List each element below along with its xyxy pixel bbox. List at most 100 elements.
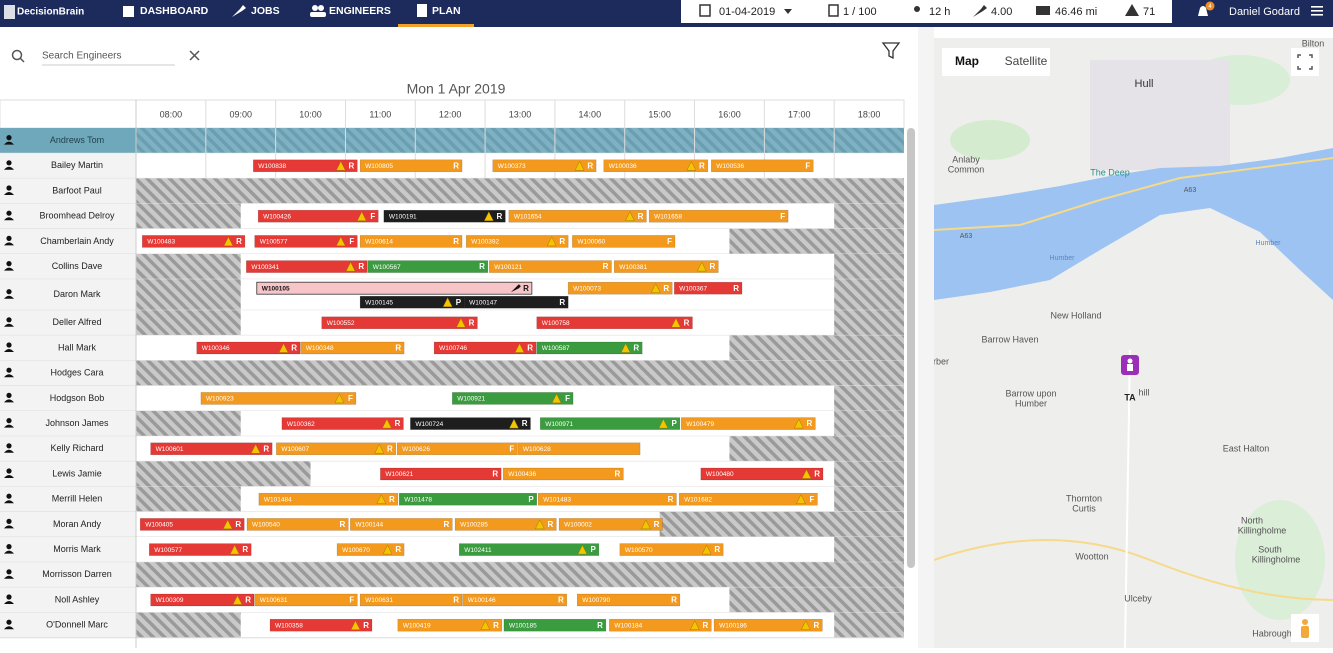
toolbar-date[interactable]: 01-04-2019 [719,6,775,18]
job-bar[interactable] [609,618,712,632]
job-bar[interactable] [577,593,681,607]
job-bar[interactable] [396,442,518,456]
filter-button[interactable] [881,42,901,60]
job-bar[interactable] [254,593,358,607]
job-bar[interactable] [254,235,358,248]
job-bar[interactable] [454,518,557,531]
job-bar[interactable] [558,518,663,531]
job-bar[interactable] [619,543,724,556]
job-bar[interactable] [539,417,681,430]
dropdown-arrow[interactable] [784,9,792,14]
job-bar[interactable] [257,209,379,223]
nav-label[interactable]: ENGINEERS [329,5,391,17]
job-bar[interactable] [142,235,246,248]
warning-icon [382,418,392,429]
job-bar[interactable] [713,618,823,632]
job-bar[interactable] [674,281,743,295]
nav-label[interactable]: JOBS [251,5,280,17]
job-bar[interactable] [367,260,489,273]
job-bar[interactable] [196,341,301,355]
map-tab[interactable]: Map [955,54,979,68]
job-bar[interactable] [567,281,673,295]
job-bar[interactable] [150,442,273,456]
job-flag: R [527,344,533,353]
job-bar[interactable] [433,341,537,355]
warning-icon [641,519,651,530]
job-bar[interactable] [614,260,719,273]
job-bar[interactable] [503,618,607,632]
job-bar[interactable] [149,543,252,556]
job-bar[interactable] [648,209,789,223]
job-bar[interactable] [700,467,824,481]
job-flag: P [672,419,678,428]
row-background [136,310,904,336]
nav-label[interactable]: PLAN [432,5,461,17]
job-bar[interactable] [139,518,245,531]
nav-dashboard[interactable]: DASHBOARD [123,5,209,17]
job-bar[interactable] [536,316,693,330]
job-bar[interactable] [459,543,600,556]
user-name[interactable]: Daniel Godard [1229,6,1300,18]
fullscreen-button[interactable] [1291,48,1319,76]
bell-icon[interactable] [1198,6,1208,16]
job-bar[interactable] [537,492,677,506]
person-icon [6,443,12,449]
job-id: W100419 [403,622,431,629]
job-bar[interactable] [536,341,643,355]
job-flag: R [395,545,401,554]
job-bar[interactable] [258,492,399,506]
job-bar[interactable] [502,467,624,481]
map[interactable]: Bilton Hull Anlaby Common The Deep New H… [933,38,1333,648]
job-id: W100367 [679,285,707,292]
nav-label[interactable]: DASHBOARD [140,5,209,17]
nav-plan[interactable]: PLAN [398,4,474,27]
job-bar[interactable] [321,316,478,330]
job-bar[interactable] [508,209,647,223]
job-bar[interactable] [380,467,502,481]
job-bar[interactable] [465,235,569,248]
job-bar[interactable] [492,159,597,173]
job-id: W100145 [365,299,393,306]
job-bar[interactable] [681,417,816,430]
job-bar[interactable] [383,209,506,223]
job-bar[interactable] [452,392,574,405]
job-bar[interactable] [489,260,612,273]
menu-icon[interactable] [1311,6,1323,16]
map-type-control [942,48,1050,76]
job-bar[interactable] [678,492,818,506]
job-bar[interactable] [410,417,531,430]
job-bar[interactable] [246,518,349,531]
job-bar[interactable] [256,281,533,295]
job-bar[interactable] [603,159,709,173]
job-bar[interactable] [246,260,368,273]
job-bar[interactable] [517,442,641,456]
place: hill [1138,387,1149,397]
job-bar[interactable] [359,593,463,607]
job-bar[interactable] [300,341,405,355]
people-icon [914,6,920,12]
job-bar[interactable] [200,392,357,405]
job-bar[interactable] [253,159,358,173]
job-bar[interactable] [572,235,676,248]
job-bar[interactable] [281,417,404,430]
job-bar[interactable] [150,593,255,607]
job-bar[interactable] [359,159,463,173]
job-bar[interactable] [359,235,463,248]
nav-jobs[interactable]: JOBS [232,5,280,17]
job-flag: R [263,444,269,453]
job-bar[interactable] [463,295,569,309]
job-bar[interactable] [350,518,453,531]
job-bar[interactable] [398,492,538,506]
hour-label: 09:00 [229,109,252,119]
job-bar[interactable] [269,618,373,632]
job-bar[interactable] [276,442,396,456]
job-bar[interactable] [462,593,568,607]
nav-engineers[interactable]: ENGINEERS [310,5,391,17]
scrollbar[interactable] [907,128,915,568]
search-input[interactable]: Search Engineers [42,51,122,62]
job-bar[interactable] [397,618,503,632]
job-bar[interactable] [711,159,814,173]
map-tab[interactable]: Satellite [1005,54,1048,68]
job-flag: R [633,344,639,353]
clear-search[interactable] [189,50,200,61]
